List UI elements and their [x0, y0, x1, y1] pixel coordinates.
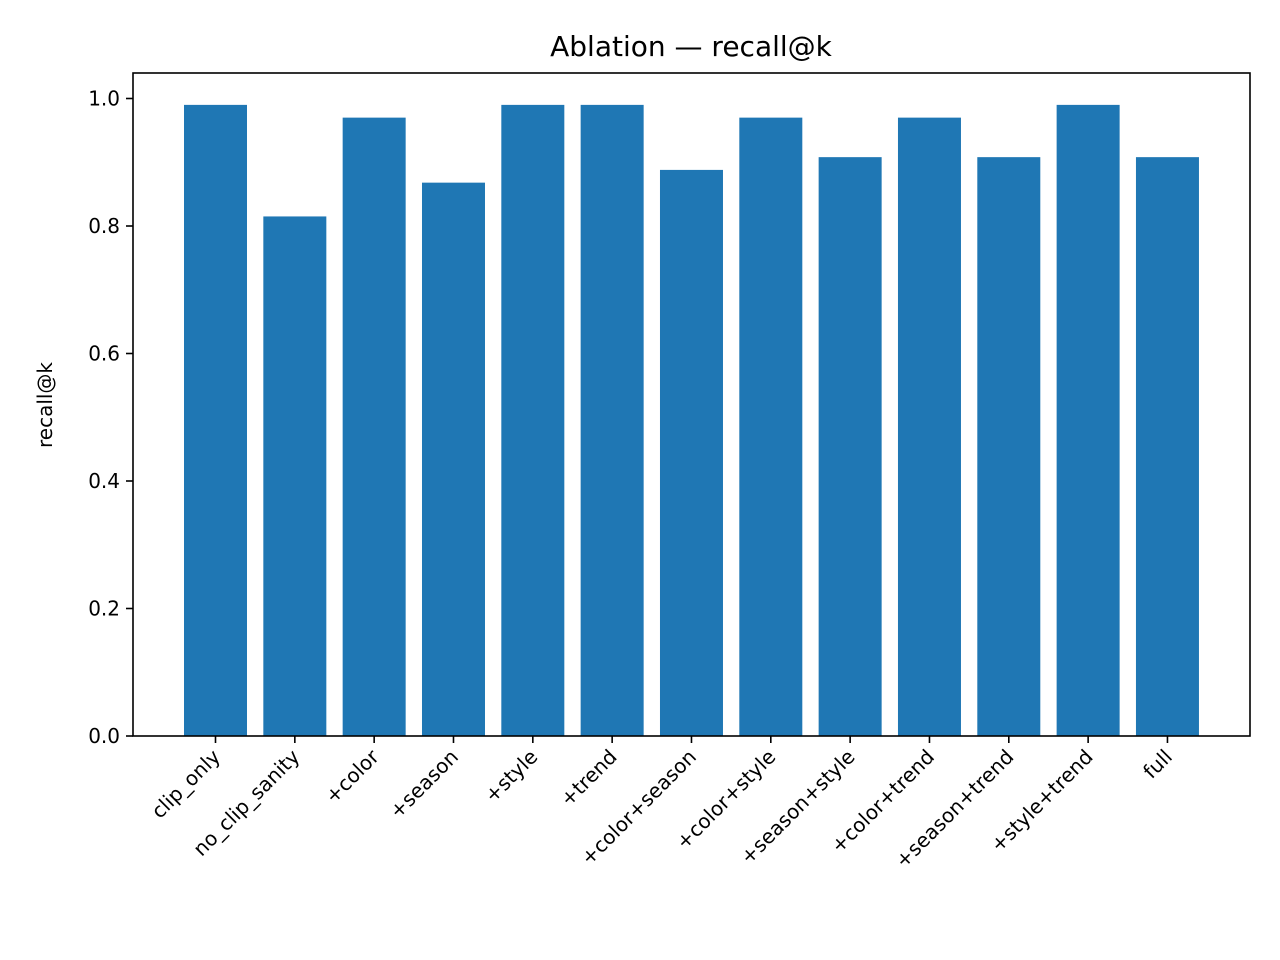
- x-tick-label: full: [1138, 745, 1177, 784]
- bar-full: [1135, 157, 1199, 736]
- x-tick-label: +season: [384, 745, 463, 824]
- x-tick-label: +style: [480, 745, 543, 808]
- bar-+season+style: [818, 157, 882, 736]
- y-axis-label: recall@k: [33, 362, 57, 448]
- bar-+season+trend: [977, 157, 1041, 736]
- y-tick-label: 0.8: [88, 214, 120, 238]
- y-axis-ticks: 0.0 0.2 0.4 0.6 0.8 1.0: [88, 87, 133, 748]
- y-tick-label: 1.0: [88, 87, 120, 111]
- bar-+color+trend: [897, 117, 961, 736]
- y-tick-label: 0.0: [88, 724, 120, 748]
- bar-+color: [342, 117, 406, 736]
- plot-frame: [132, 72, 1251, 737]
- bar-+color+style: [739, 117, 803, 736]
- bar-+style: [501, 104, 565, 737]
- bar-+color+season: [659, 169, 723, 736]
- x-tick-label: +trend: [555, 745, 622, 812]
- bar-+style+trend: [1056, 104, 1120, 737]
- x-tick-label: +color: [320, 744, 384, 808]
- bar-no_clip_sanity: [263, 216, 327, 736]
- y-tick-label: 0.6: [88, 342, 120, 366]
- x-tick-label: clip_only: [146, 744, 225, 823]
- chart-title: Ablation — recall@k: [550, 30, 833, 63]
- bars-group: [184, 104, 1199, 737]
- bar-+season: [421, 182, 485, 736]
- y-tick-label: 0.4: [88, 469, 120, 493]
- y-tick-label: 0.2: [88, 597, 120, 621]
- bar-+trend: [580, 104, 644, 737]
- bar-clip_only: [184, 104, 247, 737]
